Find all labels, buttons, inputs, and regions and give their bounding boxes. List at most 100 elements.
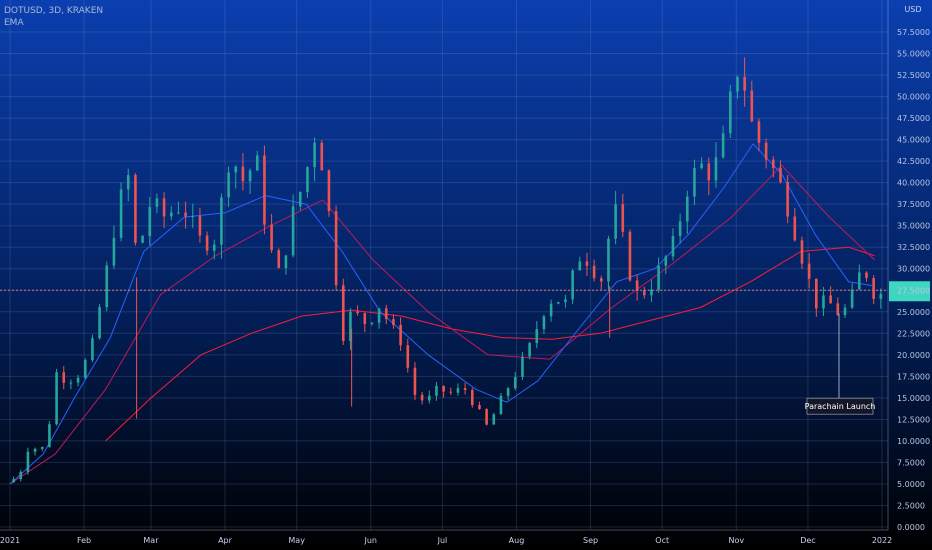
y-tick-label: 32.5000: [897, 243, 930, 252]
candle-body: [793, 216, 797, 241]
candle-body: [12, 479, 15, 483]
candle-body: [370, 322, 374, 324]
x-tick-label: Nov: [728, 536, 744, 545]
candle-body: [155, 198, 159, 207]
currency-label[interactable]: USD: [904, 5, 921, 14]
candle-body: [320, 142, 324, 171]
candle-body: [585, 261, 589, 266]
candle-body: [685, 196, 689, 222]
y-tick-label: 42.5000: [897, 157, 930, 166]
last-price-tag: [889, 281, 930, 302]
x-tick-label: Mar: [143, 536, 159, 545]
candle-body: [198, 216, 202, 236]
y-tick-label: 17.5000: [897, 372, 930, 381]
candle-body: [313, 142, 316, 168]
candle-body: [858, 272, 861, 290]
ema-slow-line: [105, 246, 875, 442]
x-tick-label: Apr: [218, 536, 233, 545]
candle-body: [822, 295, 825, 309]
candle-body: [392, 319, 395, 326]
x-tick-label: Dec: [800, 536, 815, 545]
candle-body: [693, 168, 696, 197]
candle-body: [413, 367, 417, 395]
candle-body: [879, 294, 883, 299]
candle-body: [356, 311, 359, 314]
price-axis[interactable]: 0.0000 2.5000 5.0000 7.5000 10.0000 12.5000 15…: [888, 0, 932, 550]
candle-body: [449, 391, 453, 393]
candle-body: [291, 206, 295, 256]
annotation-label: Parachain Launch: [805, 402, 876, 411]
candle-body: [105, 265, 109, 308]
candle-body: [478, 405, 481, 410]
candle-body: [542, 316, 546, 330]
candle-body: [499, 395, 503, 415]
candle-body: [191, 216, 195, 218]
candle-body: [743, 76, 746, 91]
candle-body: [657, 265, 660, 290]
candle-body: [255, 155, 259, 171]
y-tick-label: 12.5000: [897, 415, 930, 424]
candle-body: [119, 189, 123, 238]
candle-body: [227, 172, 230, 198]
time-axis[interactable]: 2021 Feb Mar Apr May Jun Jul Aug Sep Oct Nov Dec 202…: [0, 536, 892, 545]
x-tick-label: Sep: [583, 536, 598, 545]
candle-body: [126, 174, 130, 190]
candle-body: [850, 289, 854, 308]
candle-body: [556, 302, 560, 304]
candle-body: [148, 206, 152, 237]
candle-body: [807, 263, 811, 279]
candle-body: [33, 448, 37, 452]
y-tick-label: 22.5000: [897, 329, 930, 338]
ema-fast-line: [9, 143, 875, 485]
candle-body: [621, 204, 625, 232]
price-axis-area[interactable]: [888, 0, 932, 550]
y-tick-label: 30.0000: [897, 265, 930, 274]
candle-body: [728, 91, 732, 134]
candle-body: [707, 163, 711, 181]
candle-body: [757, 121, 761, 143]
candle-body: [220, 197, 223, 245]
candle-body: [492, 414, 496, 425]
candle-body: [48, 424, 51, 447]
candle-body: [284, 255, 288, 269]
candle-body: [678, 221, 682, 236]
y-tick-label: 20.0000: [897, 351, 930, 360]
x-tick-label: 2022: [872, 536, 892, 545]
candle-body: [764, 142, 768, 160]
annotation-group: Parachain Launch: [805, 313, 876, 415]
y-tick-label: 47.5000: [897, 114, 930, 123]
x-tick-label: Oct: [655, 536, 669, 545]
candle-body: [91, 338, 94, 361]
candle-body: [384, 308, 388, 320]
candle-body: [435, 385, 438, 396]
candle-body: [263, 155, 266, 225]
candle-body: [779, 168, 782, 183]
x-tick-label: Jun: [363, 536, 377, 545]
candle-body: [427, 395, 431, 401]
symbol-title: DOTUSD, 3D, KRAKEN: [4, 6, 103, 16]
indicator-label: EMA: [4, 18, 24, 28]
candle-body: [513, 377, 517, 389]
candle-body: [406, 345, 410, 368]
candle-body: [664, 256, 668, 266]
y-tick-label: 55.0000: [897, 50, 930, 59]
candle-body: [535, 329, 539, 344]
candle-body: [399, 325, 402, 346]
candle-body: [55, 372, 58, 425]
candle-body: [671, 235, 675, 257]
candle-body: [607, 238, 610, 282]
y-tick-label: 27.5000: [897, 286, 930, 295]
candle-body: [456, 388, 460, 393]
candle-body: [162, 198, 166, 217]
y-tick-label: 40.0000: [897, 179, 930, 188]
candle-body: [815, 278, 818, 309]
candle-body: [521, 356, 524, 378]
candles: [12, 57, 883, 483]
candle-body: [277, 250, 281, 269]
last-price-line: [0, 281, 930, 302]
candle-body: [248, 170, 252, 182]
candle-body: [26, 451, 30, 472]
x-tick-label: May: [288, 536, 305, 545]
